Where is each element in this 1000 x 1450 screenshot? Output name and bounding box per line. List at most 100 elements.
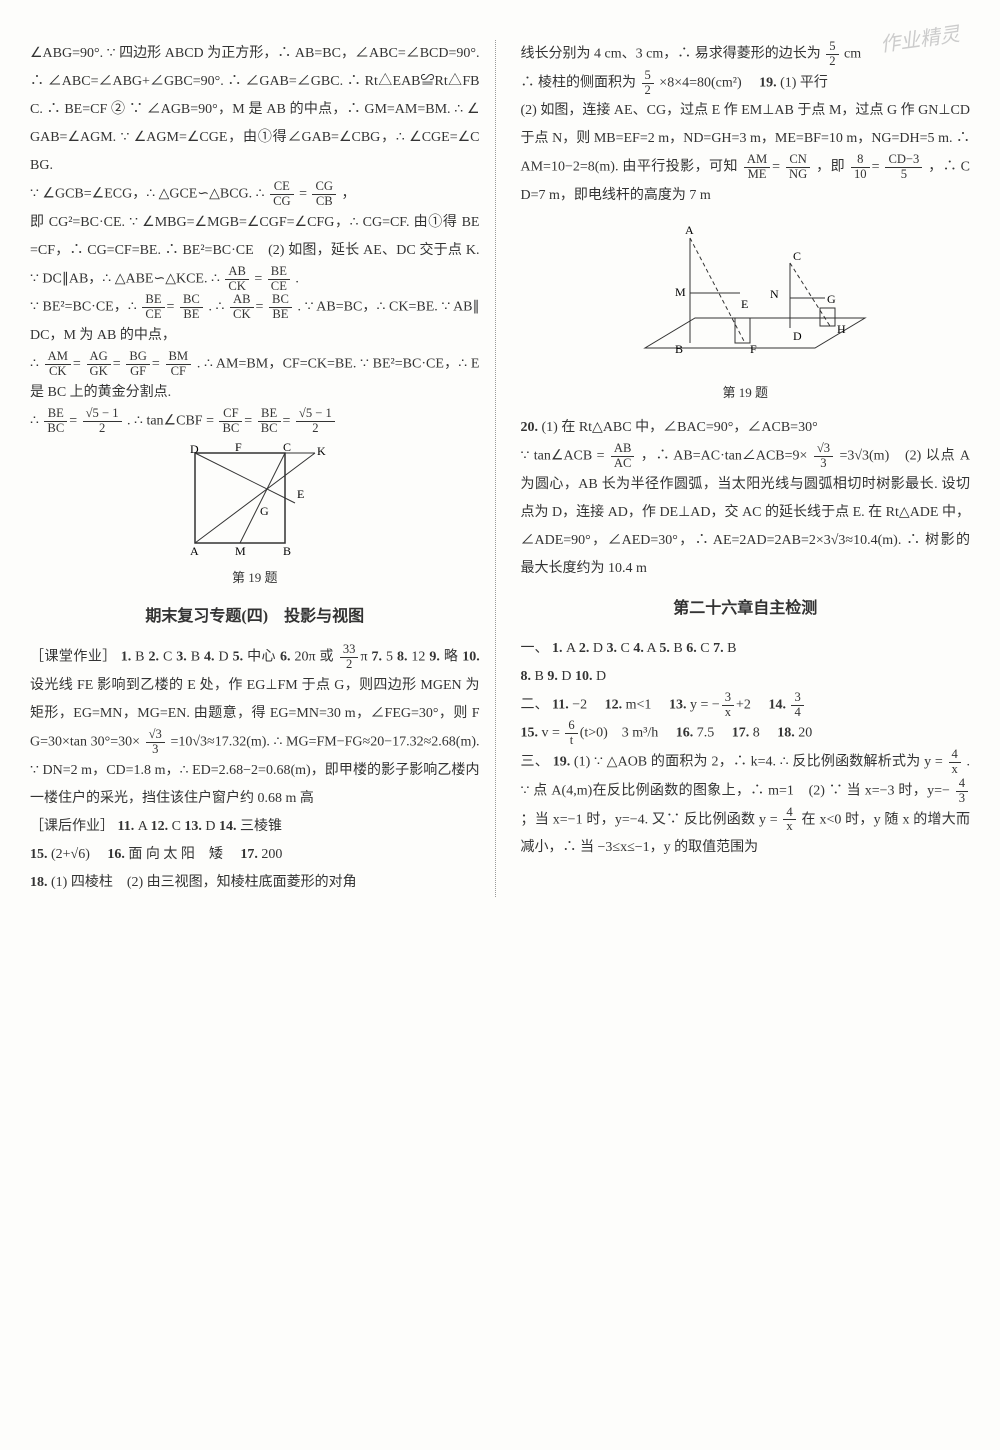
fraction: CD−35 (885, 153, 922, 182)
q-num: 1. (121, 650, 132, 665)
q-num: 4. (204, 650, 215, 665)
fraction: 6t (565, 719, 577, 748)
q-num: 8. (521, 669, 532, 684)
answer: 中心 (247, 650, 276, 665)
q-num: 13. (669, 697, 687, 712)
fraction: ABCK (230, 293, 254, 322)
q-num: 17. (732, 726, 750, 741)
q-num: 18. (30, 875, 48, 890)
proof-paragraph-4: ∵ BE²=BC·CE，∴ BECE= BCBE . ∴ ABCK= BCBE … (30, 293, 480, 350)
answer: D (205, 819, 215, 834)
figure-19-left: D F C K E G A M B 第 19 题 (30, 443, 480, 591)
section-label: 一、 (521, 641, 549, 656)
q-num: 17. (240, 847, 258, 862)
section-title: 期末复习专题(四) 投影与视图 (30, 601, 480, 633)
text: ∴ 棱柱的侧面积为 (521, 75, 640, 90)
answer: D (219, 650, 229, 665)
figure-caption: 第 19 题 (521, 380, 971, 406)
figure-19-right: A C M N G E B D F H 第 19 题 (521, 218, 971, 406)
q-num: 18. (777, 726, 795, 741)
answer: +2 (736, 697, 751, 712)
answer: C (172, 819, 181, 834)
fraction: 332 (340, 643, 359, 672)
q-num: 20. (521, 420, 539, 435)
svg-text:B: B (283, 544, 291, 558)
svg-text:D: D (793, 329, 802, 343)
answer: −2 (572, 697, 587, 712)
q-num: 12. (605, 697, 623, 712)
text: . (295, 271, 299, 286)
q-num: 6. (686, 641, 697, 656)
q-num: 6. (280, 650, 291, 665)
fraction: CGCB (312, 180, 336, 209)
q-num: 19. (553, 755, 571, 770)
square-diagram-icon: D F C K E G A M B (175, 443, 335, 563)
text: =3√3(m) (2) 以点 A 为圆心，AB 长为半径作圆弧，当太阳光线与圆弧… (521, 449, 971, 576)
proof-paragraph-5: ∴ AMCK= AGGK= BGGF= BMCF . ∴ AM=BM，CF=CK… (30, 350, 480, 407)
text: ∴ (30, 413, 42, 428)
q-num: 5. (233, 650, 244, 665)
fraction: BCBE (180, 293, 203, 322)
svg-text:E: E (297, 487, 304, 501)
answer: B (727, 641, 736, 656)
q-num: 3. (176, 650, 187, 665)
text: ，∴ AB=AC·tan∠ACB=9× (641, 449, 808, 464)
text: ， (341, 187, 355, 202)
answer: D (596, 669, 606, 684)
chapter-title: 第二十六章自主检测 (521, 593, 971, 625)
q-num: 2. (148, 650, 159, 665)
svg-text:A: A (190, 544, 199, 558)
answer: C (700, 641, 709, 656)
text: ；当 x=−1 时，y=−4. 又∵ 反比例函数 y = (521, 812, 782, 827)
answer: π (360, 650, 367, 665)
fraction: √33 (146, 728, 165, 757)
text: . ∴ (208, 300, 228, 315)
q-num: 8. (397, 650, 408, 665)
q-num: 7. (713, 641, 724, 656)
q20-solution: 20. (1) 在 Rt△ABC 中，∠BAC=90°，∠ACB=30° ∵ t… (521, 414, 971, 583)
homework-label: ［课后作业］ (30, 819, 114, 834)
svg-text:F: F (235, 443, 242, 454)
answer: (2+√6) (51, 847, 90, 862)
fraction: CECG (270, 180, 294, 209)
fraction: BEBC (258, 407, 281, 436)
svg-text:G: G (827, 292, 836, 306)
figure-caption: 第 19 题 (30, 565, 480, 591)
answer: B (535, 669, 544, 684)
svg-text:C: C (283, 443, 291, 454)
answer: A (566, 641, 575, 656)
fraction: ABCK (225, 265, 249, 294)
fraction: ABAC (611, 442, 635, 471)
fraction: AMCK (45, 350, 71, 379)
answer: C (163, 650, 172, 665)
answer: 20 (798, 726, 812, 741)
q-num: 5. (659, 641, 670, 656)
eq: = (299, 187, 310, 202)
proof-paragraph-2: ∵ ∠GCB=∠ECG，∴ △GCE∽△BCG. ∴ CECG = CGCB ， (30, 180, 480, 209)
answer: m<1 (626, 697, 652, 712)
homework-block: ［课后作业］ 11. A 12. C 13. D 14. 三棱锥 15. (2+… (30, 813, 480, 897)
q-num: 9. (547, 669, 558, 684)
q-num: 3. (606, 641, 617, 656)
q-num: 2. (579, 641, 590, 656)
fraction: 52 (642, 69, 654, 98)
projection-diagram-icon: A C M N G E B D F H (615, 218, 875, 378)
fraction: BMCF (166, 350, 192, 379)
proof-paragraph-1: ∠ABG=90°. ∵ 四边形 ABCD 为正方形，∴ AB=BC，∠ABC=∠… (30, 40, 480, 180)
text: ，即 (816, 160, 849, 175)
fraction: CNNG (786, 153, 810, 182)
text: ×8×4=80(cm²) (659, 75, 755, 90)
q-num: 11. (552, 697, 569, 712)
q-num: 16. (107, 847, 125, 862)
fraction: BECE (142, 293, 164, 322)
right-column: 线长分别为 4 cm、3 cm，∴ 易求得菱形的边长为 52 cm ∴ 棱柱的侧… (516, 40, 971, 897)
q-num: 7. (372, 650, 383, 665)
answer: 8 (753, 726, 760, 741)
left-column: ∠ABG=90°. ∵ 四边形 ABCD 为正方形，∴ AB=BC，∠ABC=∠… (30, 40, 496, 897)
answer: 略 (444, 650, 458, 665)
svg-text:B: B (675, 342, 683, 356)
section-3-answers: 三、 19. (1) ∵ △AOB 的面积为 2，∴ k=4. ∴ 反比例函数解… (521, 748, 971, 862)
fraction: 34 (791, 691, 803, 720)
fraction: AGGK (87, 350, 111, 379)
svg-text:M: M (675, 285, 686, 299)
